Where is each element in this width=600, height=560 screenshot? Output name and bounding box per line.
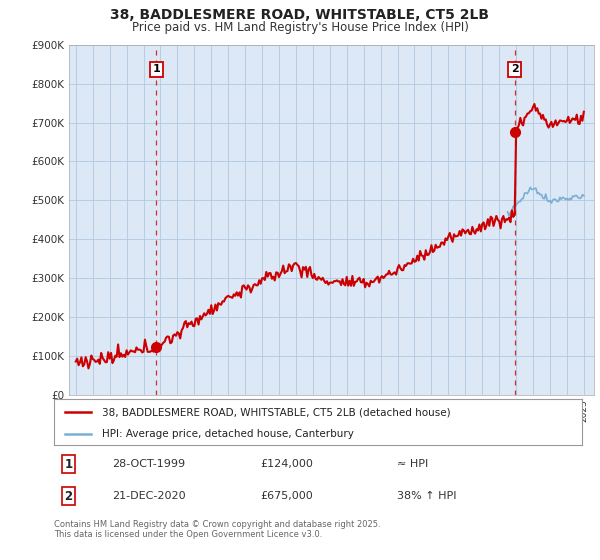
Text: This data is licensed under the Open Government Licence v3.0.: This data is licensed under the Open Gov… xyxy=(54,530,322,539)
Text: 1: 1 xyxy=(65,458,73,470)
Text: £124,000: £124,000 xyxy=(260,459,313,469)
Text: 38, BADDLESMERE ROAD, WHITSTABLE, CT5 2LB (detached house): 38, BADDLESMERE ROAD, WHITSTABLE, CT5 2L… xyxy=(101,407,450,417)
Text: HPI: Average price, detached house, Canterbury: HPI: Average price, detached house, Cant… xyxy=(101,429,353,438)
Text: 21-DEC-2020: 21-DEC-2020 xyxy=(112,491,186,501)
Text: 28-OCT-1999: 28-OCT-1999 xyxy=(112,459,185,469)
Text: Contains HM Land Registry data © Crown copyright and database right 2025.: Contains HM Land Registry data © Crown c… xyxy=(54,520,380,529)
Text: 1: 1 xyxy=(152,64,160,74)
Text: ≈ HPI: ≈ HPI xyxy=(397,459,428,469)
Text: 38% ↑ HPI: 38% ↑ HPI xyxy=(397,491,457,501)
Text: £675,000: £675,000 xyxy=(260,491,313,501)
Text: 2: 2 xyxy=(511,64,518,74)
Text: Price paid vs. HM Land Registry's House Price Index (HPI): Price paid vs. HM Land Registry's House … xyxy=(131,21,469,34)
Text: 2: 2 xyxy=(65,490,73,503)
Text: 38, BADDLESMERE ROAD, WHITSTABLE, CT5 2LB: 38, BADDLESMERE ROAD, WHITSTABLE, CT5 2L… xyxy=(110,8,490,22)
